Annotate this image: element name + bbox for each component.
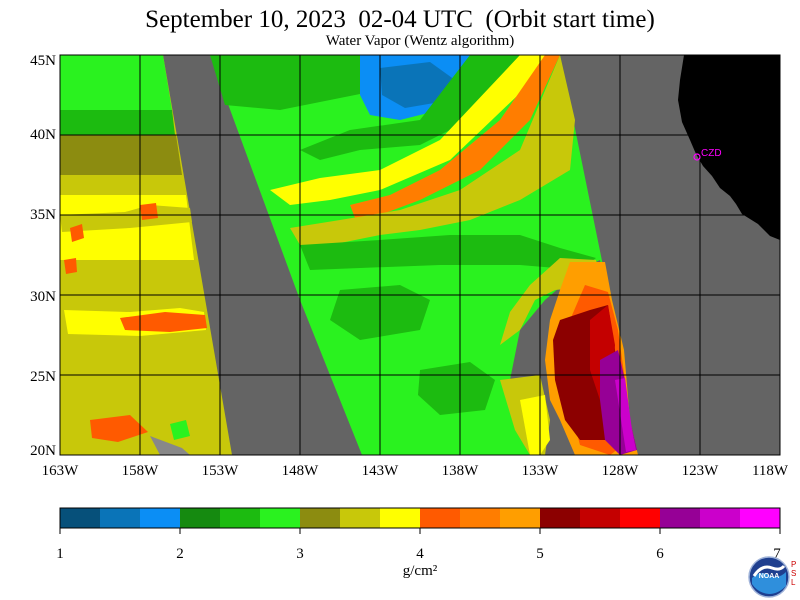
map-title: September 10, 2023 02-04 UTC (Orbit star… [145, 6, 655, 33]
colorbar-cell-12 [540, 508, 581, 528]
lat-label-30: 30N [30, 289, 56, 305]
colorbar-cell-7 [340, 508, 381, 528]
colorbar-tick-6: 6 [656, 546, 664, 562]
swath-left [60, 55, 232, 455]
colorbar-cell-13 [580, 508, 621, 528]
colorbar-cell-9 [420, 508, 461, 528]
lon-label-148w: 148W [281, 463, 319, 479]
colorbar-cell-10 [460, 508, 501, 528]
map-grid [60, 55, 780, 455]
colorbar-cell-16 [700, 508, 741, 528]
colorbar-cell-8 [380, 508, 421, 528]
colorbar-ticks [59, 528, 781, 534]
colorbar-tick-1: 1 [56, 546, 64, 562]
lon-label-133w: 133W [521, 463, 559, 479]
station-marker [693, 153, 701, 161]
lon-label-163w: 163W [41, 463, 79, 479]
lat-label-25: 25N [30, 369, 56, 385]
colorbar-cell-5 [260, 508, 301, 528]
colorbar-cell-11 [500, 508, 541, 528]
plot-frame [59, 54, 781, 456]
lon-label-118w: 118W [751, 463, 789, 479]
land-california [678, 55, 780, 240]
colorbar-cell-15 [660, 508, 701, 528]
lon-label-123w: 123W [681, 463, 719, 479]
colorbar [60, 508, 781, 528]
map-subtitle: Water Vapor (Wentz algorithm) [325, 33, 515, 49]
lon-label-138w: 138W [441, 463, 479, 479]
lon-label-153w: 153W [201, 463, 239, 479]
colorbar-tick-5: 5 [536, 546, 544, 562]
colorbar-cell-1 [100, 508, 141, 528]
lon-label-158w: 158W [121, 463, 159, 479]
land-mass [678, 55, 780, 240]
lat-label-40: 40N [30, 127, 56, 143]
colorbar-cell-14 [620, 508, 661, 528]
colorbar-tick-2: 2 [176, 546, 184, 562]
colorbar-cell-3 [180, 508, 221, 528]
swath-middle [210, 55, 638, 455]
lat-label-35: 35N [30, 207, 56, 223]
lat-label-45: 45N [30, 53, 56, 69]
colorbar-tick-3: 3 [296, 546, 304, 562]
colorbar-cell-2 [140, 508, 181, 528]
map-plot-area [60, 55, 780, 455]
lon-label-128w: 128W [601, 463, 639, 479]
colorbar-units: g/cm² [402, 563, 438, 579]
lon-label-143w: 143W [361, 463, 399, 479]
colorbar-cell-17 [740, 508, 781, 528]
colorbar-cell-0 [60, 508, 101, 528]
noaa-logo: NOAA [748, 556, 790, 598]
colorbar-tick-7: 7 [773, 546, 781, 562]
lat-label-20: 20N [30, 443, 56, 459]
colorbar-cell-6 [300, 508, 341, 528]
station-label: CZD [701, 148, 722, 159]
svg-text:NOAA: NOAA [759, 573, 780, 580]
colorbar-cell-4 [220, 508, 261, 528]
colorbar-tick-4: 4 [416, 546, 424, 562]
